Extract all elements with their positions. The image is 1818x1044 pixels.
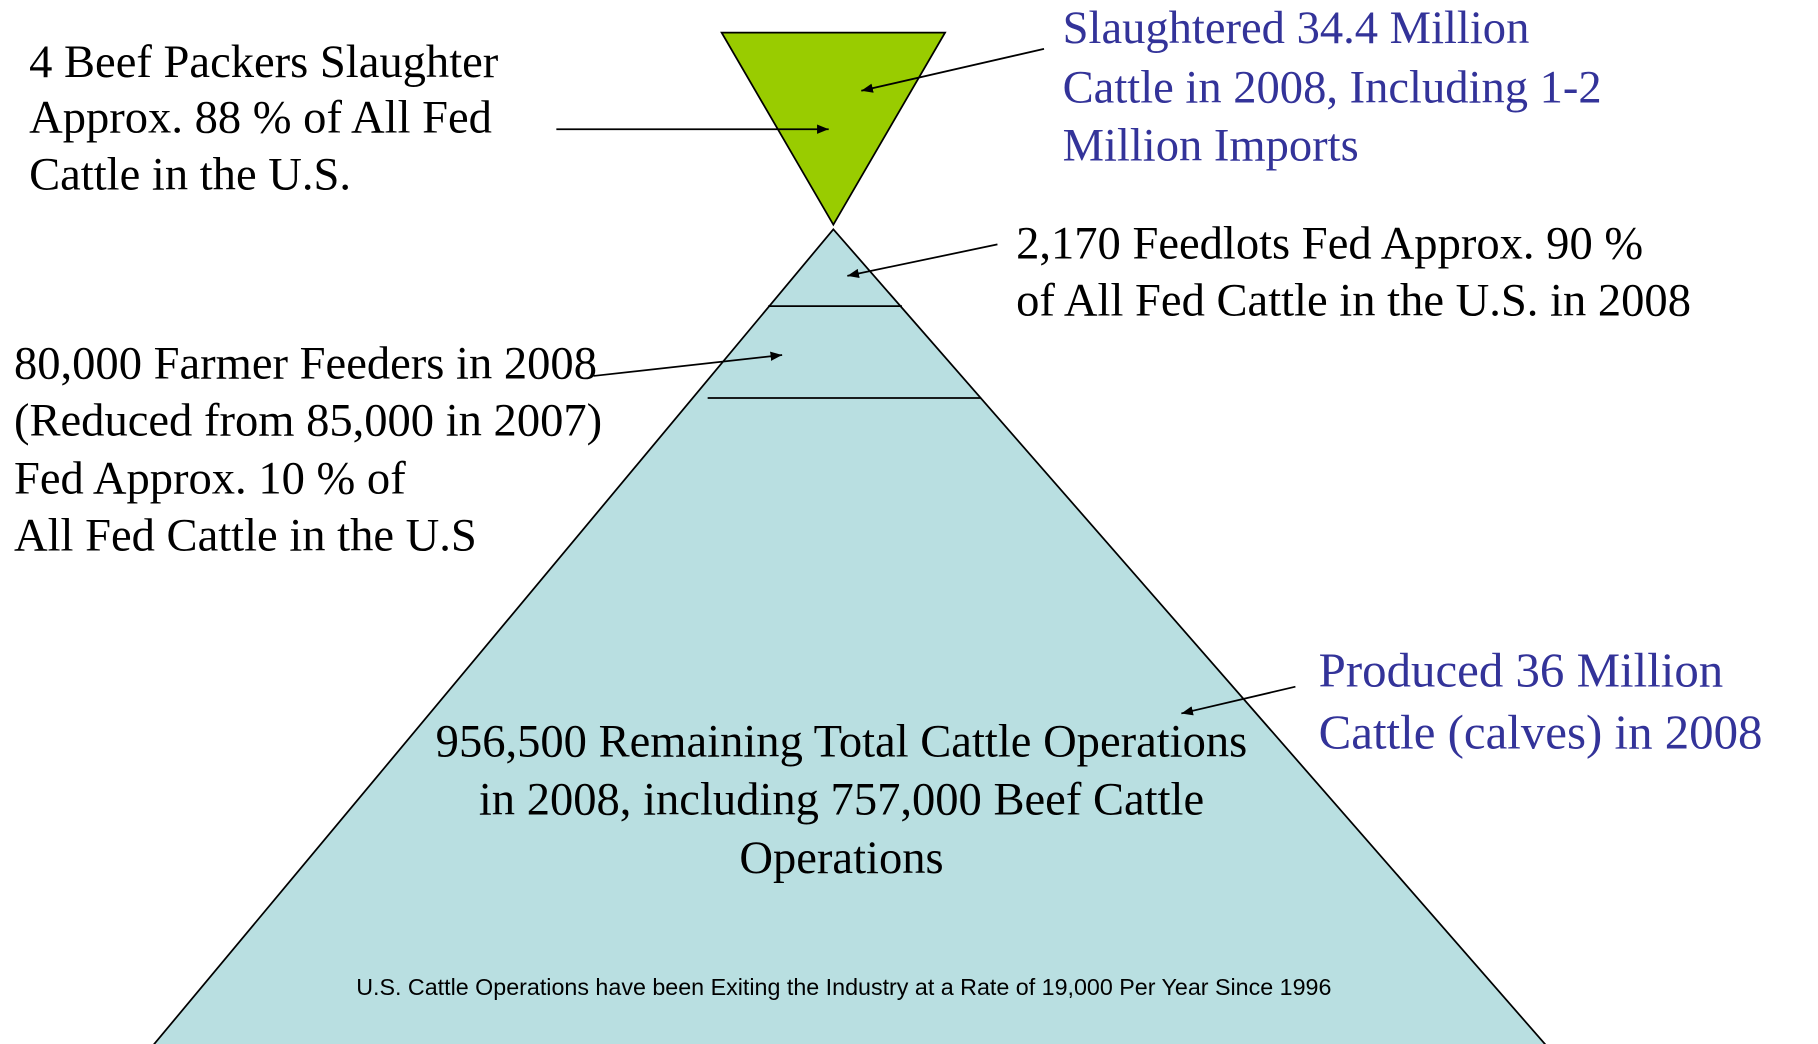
text-line: 956,500 Remaining Total Cattle Operation… <box>436 717 1248 768</box>
packers-label: 4 Beef Packers Slaughter Approx. 88 % of… <box>29 37 499 201</box>
produced-label: Produced 36 Million Cattle (calves) in 2… <box>1319 643 1763 760</box>
text-line: Million Imports <box>1063 121 1359 172</box>
slaughtered-label: Slaughtered 34.4 Million Cattle in 2008,… <box>1063 3 1602 172</box>
footnote: U.S. Cattle Operations have been Exiting… <box>356 974 1331 1000</box>
text-line: 2,170 Feedlots Fed Approx. 90 % <box>1016 218 1643 269</box>
text-line: Operations <box>739 833 943 884</box>
arrow <box>1181 685 1296 716</box>
text-line: of All Fed Cattle in the U.S. in 2008 <box>1016 275 1691 326</box>
operations-label: 956,500 Remaining Total Cattle Operation… <box>436 717 1248 884</box>
text-line: All Fed Cattle in the U.S <box>14 511 477 562</box>
text-line: 80,000 Farmer Feeders in 2008 <box>14 338 597 389</box>
feedlots-label: 2,170 Feedlots Fed Approx. 90 % of All F… <box>1016 218 1691 326</box>
text-line: Cattle (calves) in 2008 <box>1319 704 1763 759</box>
pyramid <box>153 227 1547 1044</box>
farmer-feeders-label: 80,000 Farmer Feeders in 2008 (Reduced f… <box>14 338 602 561</box>
text-line: (Reduced from 85,000 in 2007) <box>14 395 602 446</box>
text-line: Cattle in the U.S. <box>29 150 351 201</box>
text-line: in 2008, including 757,000 Beef Cattle <box>479 775 1204 826</box>
text-line: Approx. 88 % of All Fed <box>29 93 492 144</box>
text-line: Fed Approx. 10 % of <box>14 453 406 504</box>
arrow <box>861 48 1045 93</box>
arrow <box>847 243 998 279</box>
text-line: Produced 36 Million <box>1319 643 1724 698</box>
text-line: Slaughtered 34.4 Million <box>1063 3 1530 54</box>
arrow <box>593 351 783 377</box>
text-line: Cattle in 2008, Including 1-2 <box>1063 62 1602 113</box>
text-line: 4 Beef Packers Slaughter <box>29 37 499 88</box>
